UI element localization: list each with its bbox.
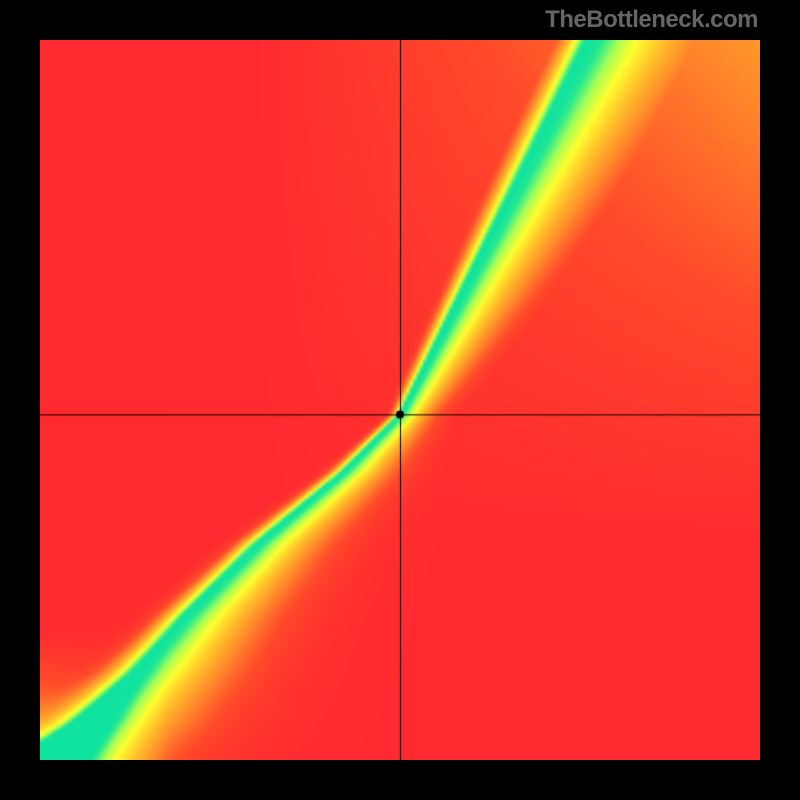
plot-area xyxy=(40,40,760,760)
bottleneck-heatmap-canvas xyxy=(40,40,760,760)
root-container: TheBottleneck.com xyxy=(0,0,800,800)
watermark-text: TheBottleneck.com xyxy=(545,6,758,34)
